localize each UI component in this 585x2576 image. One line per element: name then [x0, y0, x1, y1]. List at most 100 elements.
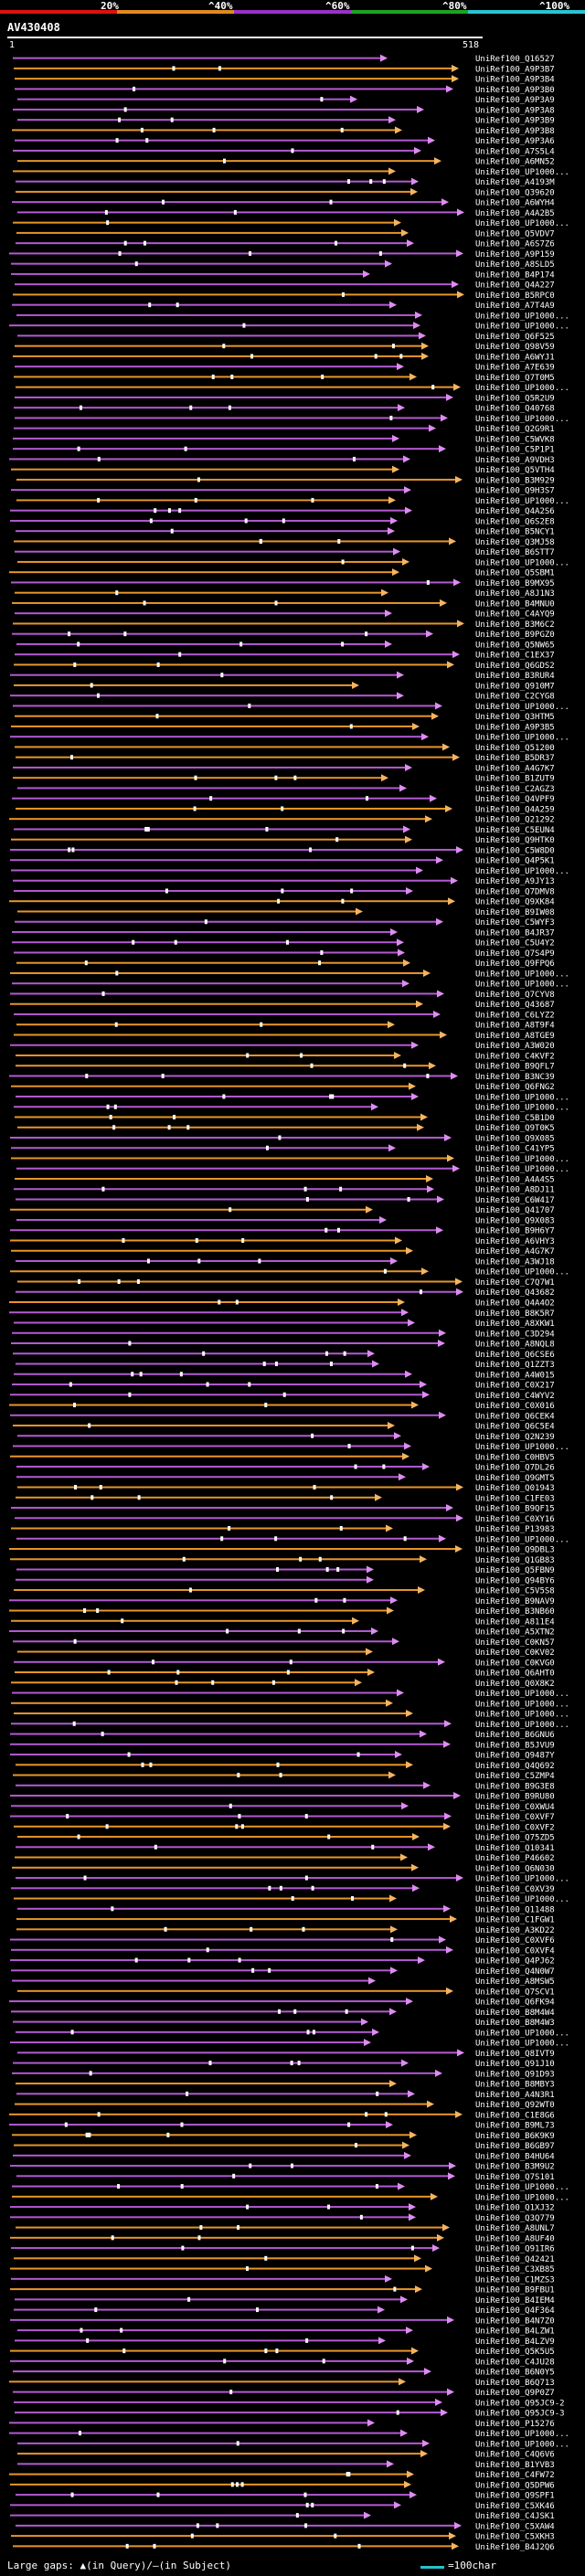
hit-id-label[interactable]: UniRef100_C6LYZ2	[475, 1011, 555, 1020]
hit-id-label[interactable]: UniRef100_Q21292	[475, 816, 555, 825]
hit-row[interactable]: UniRef100_B9G3E8	[16, 1781, 555, 1792]
hit-row[interactable]: UniRef100_A8TGE9	[14, 1031, 555, 1041]
hit-id-label[interactable]: UniRef100_C7Q7W1	[475, 1278, 555, 1288]
hit-bar[interactable]	[16, 1877, 456, 1880]
hit-bar[interactable]	[15, 139, 428, 142]
hit-id-label[interactable]: UniRef100_Q5SBM1	[475, 569, 555, 578]
hit-row[interactable]: UniRef100_B9FBU1	[10, 2285, 555, 2295]
hit-row[interactable]: UniRef100_C5XAW4	[16, 2521, 555, 2532]
hit-row[interactable]: UniRef100_A9P3B9	[17, 116, 555, 126]
hit-bar[interactable]	[14, 427, 429, 429]
hit-bar[interactable]	[14, 1660, 438, 1663]
hit-id-label[interactable]: UniRef100_A9P3B4	[475, 76, 555, 85]
hit-id-label[interactable]: UniRef100_UP1000...	[475, 2040, 569, 2049]
hit-bar[interactable]	[13, 1774, 388, 1776]
hit-bar[interactable]	[10, 2514, 364, 2517]
hit-id-label[interactable]: UniRef100_C2AGZ3	[475, 785, 555, 794]
hit-bar[interactable]	[17, 1280, 455, 1283]
hit-bar[interactable]	[16, 1167, 452, 1170]
hit-id-label[interactable]: UniRef100_Q40768	[475, 405, 555, 414]
hit-row[interactable]: UniRef100_A5XTN2	[9, 1627, 555, 1638]
hit-row[interactable]: UniRef100_B1ZUT9	[13, 774, 555, 784]
hit-row[interactable]: UniRef100_Q7DL26	[16, 1463, 555, 1473]
hit-row[interactable]: UniRef100_B8K5R7	[9, 1309, 555, 1319]
hit-bar[interactable]	[9, 2124, 386, 2126]
hit-id-label[interactable]: UniRef100_C4JSK1	[475, 2512, 555, 2521]
hit-id-label[interactable]: UniRef100_Q4A259	[475, 805, 555, 814]
hit-id-label[interactable]: UniRef100_A9P3A8	[475, 106, 555, 115]
hit-bar[interactable]	[12, 797, 430, 800]
hit-row[interactable]: UniRef100_C4WYV2	[10, 1391, 555, 1401]
hit-bar[interactable]	[15, 2339, 378, 2342]
hit-id-label[interactable]: UniRef100_B5NCY1	[475, 528, 555, 537]
hit-id-label[interactable]: UniRef100_Q7DL26	[475, 1464, 555, 1473]
hit-id-label[interactable]: UniRef100_A9VDH3	[475, 456, 555, 465]
hit-bar[interactable]	[17, 2463, 387, 2465]
hit-id-label[interactable]: UniRef100_A6WYH4	[475, 199, 555, 208]
hit-id-label[interactable]: UniRef100_B8MBY3	[475, 2081, 555, 2090]
hit-bar[interactable]	[10, 2359, 407, 2362]
hit-bar[interactable]	[11, 1805, 401, 1807]
hit-id-label[interactable]: UniRef100_Q91J10	[475, 2060, 555, 2069]
hit-row[interactable]: UniRef100_A9P3A9	[17, 95, 555, 106]
hit-id-label[interactable]: UniRef100_B4N7Z0	[475, 2316, 555, 2326]
hit-row[interactable]: UniRef100_Q5K5U5	[10, 2347, 555, 2358]
hit-row[interactable]: UniRef100_Q94BY6	[16, 1575, 555, 1586]
hit-id-label[interactable]: UniRef100_B9RU80	[475, 1793, 555, 1802]
hit-row[interactable]: UniRef100_B4IEM4	[15, 2295, 555, 2306]
hit-bar[interactable]	[13, 2062, 401, 2064]
hit-id-label[interactable]: UniRef100_Q1GB83	[475, 1556, 555, 1565]
hit-bar[interactable]	[14, 1825, 443, 1828]
hit-bar[interactable]	[10, 1795, 453, 1797]
hit-row[interactable]: UniRef100_B6STT7	[15, 547, 555, 558]
hit-bar[interactable]	[12, 982, 402, 985]
hit-id-label[interactable]: UniRef100_C0XVF4	[475, 1946, 555, 1956]
hit-bar[interactable]	[11, 1147, 388, 1150]
hit-bar[interactable]	[11, 468, 392, 471]
hit-id-label[interactable]: UniRef100_A6S7Z6	[475, 240, 555, 249]
hit-row[interactable]: UniRef100_Q0X8K2	[11, 1679, 555, 1689]
hit-id-label[interactable]: UniRef100_Q43682	[475, 1288, 555, 1298]
hit-id-label[interactable]: UniRef100_C0KVG0	[475, 1659, 555, 1668]
hit-id-label[interactable]: UniRef100_B3NC39	[475, 1073, 555, 1082]
hit-bar[interactable]	[11, 1507, 446, 1510]
hit-bar[interactable]	[10, 1002, 416, 1005]
hit-row[interactable]: UniRef100_C0XVF4	[11, 1945, 555, 1956]
hit-row[interactable]: UniRef100_Q51200	[15, 743, 555, 753]
hit-id-label[interactable]: UniRef100_Q4A2S6	[475, 507, 555, 516]
hit-bar[interactable]	[15, 345, 421, 347]
hit-bar[interactable]	[15, 715, 431, 717]
hit-id-label[interactable]: UniRef100_B4HU64	[475, 2152, 555, 2161]
hit-row[interactable]: UniRef100_UP1000...	[11, 1154, 569, 1164]
hit-id-label[interactable]: UniRef100_C4KVF2	[475, 1052, 555, 1061]
hit-bar[interactable]	[17, 1989, 446, 1992]
hit-bar[interactable]	[12, 1691, 397, 1694]
hit-id-label[interactable]: UniRef100_UP1000...	[475, 970, 569, 979]
hit-bar[interactable]	[14, 1897, 389, 1900]
hit-id-label[interactable]: UniRef100_C0X016	[475, 1402, 555, 1411]
hit-row[interactable]: UniRef100_Q9DBL3	[9, 1545, 555, 1555]
hit-bar[interactable]	[11, 838, 405, 841]
hit-row[interactable]: UniRef100_Q6F525	[17, 332, 555, 342]
hit-bar[interactable]	[9, 818, 425, 821]
hit-id-label[interactable]: UniRef100_UP1000...	[475, 703, 569, 712]
hit-bar[interactable]	[16, 1918, 450, 1921]
hit-id-label[interactable]: UniRef100_B5JVU9	[475, 1741, 555, 1750]
hit-id-label[interactable]: UniRef100_Q92WT0	[475, 2101, 555, 2110]
hit-id-label[interactable]: UniRef100_Q7DMV8	[475, 887, 555, 896]
hit-row[interactable]: UniRef100_C5XK46	[10, 2501, 555, 2511]
hit-id-label[interactable]: UniRef100_B9QF15	[475, 1505, 555, 1514]
hit-row[interactable]: UniRef100_UP1000...	[12, 980, 569, 990]
hit-row[interactable]: UniRef100_Q4A4O2	[9, 1299, 555, 1309]
hit-row[interactable]: UniRef100_C0XVF2	[14, 1822, 555, 1833]
hit-id-label[interactable]: UniRef100_A7S5L4	[475, 147, 555, 156]
hit-bar[interactable]	[16, 1784, 423, 1786]
hit-id-label[interactable]: UniRef100_Q1ZZT3	[475, 1361, 555, 1370]
hit-row[interactable]: UniRef100_B9PGZ0	[12, 630, 555, 641]
hit-id-label[interactable]: UniRef100_Q3Q779	[475, 2214, 555, 2223]
hit-bar[interactable]	[11, 1085, 409, 1087]
hit-bar[interactable]	[16, 478, 455, 481]
hit-bar[interactable]	[16, 807, 445, 810]
hit-bar[interactable]	[15, 1856, 400, 1859]
hit-id-label[interactable]: UniRef100_A4W015	[475, 1371, 555, 1380]
